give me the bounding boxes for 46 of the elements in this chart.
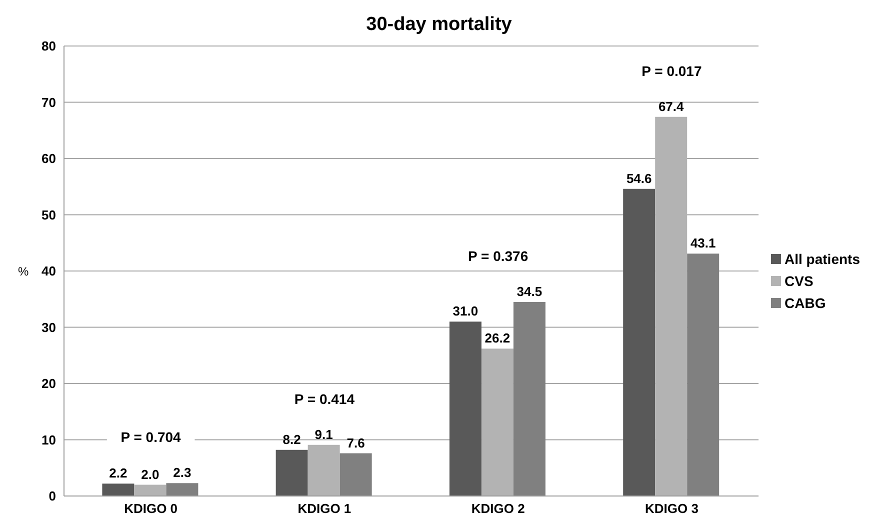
bar [623,188,656,496]
legend-label: All patients [784,250,860,269]
bar [481,348,514,496]
bar [134,484,166,496]
data-label: 2.3 [173,465,192,480]
bar [687,254,720,496]
legend-label: CVS [784,272,814,291]
bar [655,116,688,496]
x-tick-label: KDIGO 2 [471,501,525,516]
annotation: P = 0.376 [468,248,528,264]
data-label: 9.1 [314,426,333,442]
data-label: 54.6 [626,170,652,186]
bar [340,453,372,496]
data-label: 2.2 [109,466,128,481]
y-tick-label: 60 [42,151,56,166]
bar [449,322,482,496]
data-label: 31.0 [452,304,478,319]
y-axis-title: % [18,264,29,278]
bar [166,483,198,496]
data-label: 2.0 [141,466,160,482]
data-label: 43.1 [690,236,716,251]
data-label: 26.2 [484,330,510,346]
x-tick-label: KDIGO 0 [124,501,178,516]
x-tick-label: KDIGO 3 [644,501,698,516]
chart-title: 30-day mortality [365,13,513,37]
bar [102,484,134,496]
y-tick-label: 30 [42,320,56,335]
annotation: P = 0.704 [120,429,182,446]
y-tick-label: 10 [42,432,56,448]
x-tick-label: KDIGO 1 [298,501,352,516]
data-label: 7.6 [346,435,365,450]
bar [308,444,340,496]
y-tick-label: 20 [42,376,56,392]
data-label: 67.4 [658,98,685,114]
annotation: P = 0.414 [294,390,355,407]
annotation: P = 0.017 [642,62,702,79]
bar [513,302,546,496]
data-label: 8.2 [282,432,301,447]
y-tick-label: 0 [48,488,56,504]
y-tick-label: 80 [42,38,56,54]
legend-label: CABG [784,294,826,313]
y-tick-label: 70 [42,94,56,110]
bar [276,450,308,496]
data-label: 34.5 [516,284,542,299]
y-tick-label: 50 [42,207,56,222]
y-tick-label: 40 [42,264,56,279]
